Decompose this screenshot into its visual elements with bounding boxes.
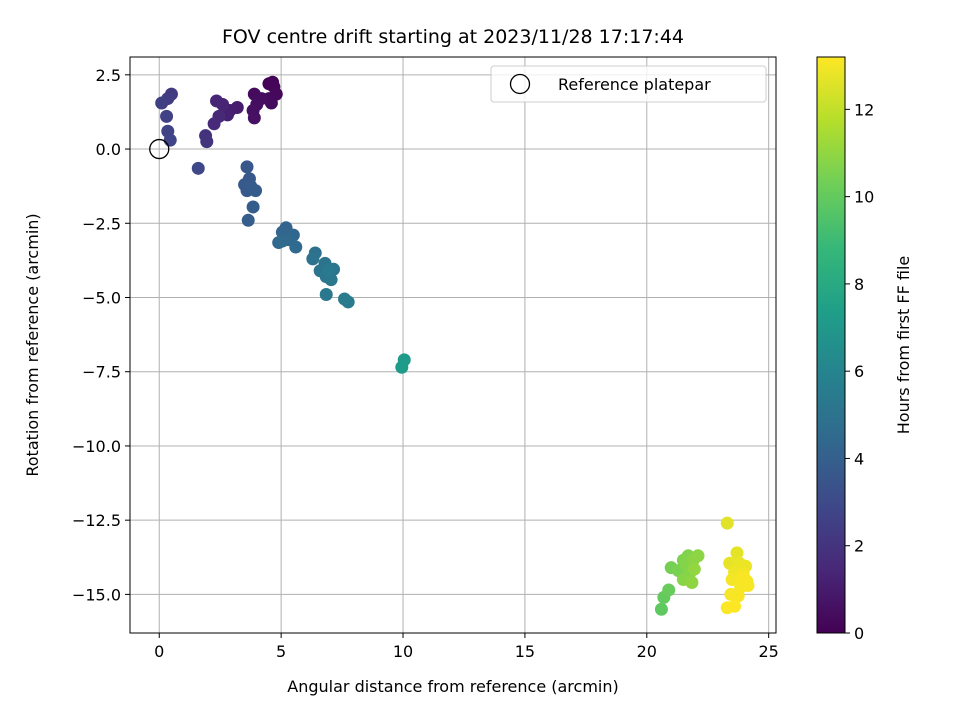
x-tick-label: 15: [515, 642, 535, 661]
x-tick-label: 10: [393, 642, 413, 661]
data-point: [654, 602, 668, 616]
colorbar: [816, 56, 846, 634]
data-point: [200, 135, 214, 149]
y-tick-label: −10.0: [72, 437, 121, 456]
x-tick-label: 5: [276, 642, 286, 661]
colorbar-tick-label: 12: [854, 100, 874, 119]
data-point: [289, 240, 303, 254]
legend: Reference platepar: [490, 65, 767, 103]
y-axis-ticks: 2.5 0.0 −2.5 −5.0 −7.5 −10.0 −12.5 −15.0: [72, 66, 130, 604]
data-point: [247, 111, 261, 125]
data-point: [191, 161, 205, 175]
data-point: [662, 583, 676, 597]
data-point: [341, 295, 355, 309]
data-point: [155, 96, 169, 110]
data-point: [720, 516, 734, 530]
data-point: [306, 252, 320, 266]
x-tick-label: 20: [637, 642, 657, 661]
colorbar-tick-label: 8: [854, 275, 864, 294]
colorbar-tick-label: 10: [854, 188, 874, 207]
data-point: [207, 117, 221, 131]
y-tick-label: −7.5: [82, 363, 121, 382]
data-point: [163, 133, 177, 147]
legend-box: [490, 65, 767, 103]
data-point: [210, 94, 224, 108]
data-point: [160, 109, 174, 123]
data-point: [319, 288, 333, 302]
y-tick-label: −15.0: [72, 585, 121, 604]
data-point: [736, 570, 750, 584]
y-tick-label: 0.0: [96, 140, 121, 159]
reference-platepar-marker: [149, 138, 170, 160]
data-point: [322, 264, 336, 278]
chart-title: FOV centre drift starting at 2023/11/28 …: [222, 26, 684, 48]
grid-lines: [130, 57, 776, 633]
reference-marker: [149, 138, 170, 160]
colorbar-ticks: 0 2 4 6 8 10 12: [845, 100, 874, 643]
x-tick-label: 0: [154, 642, 164, 661]
colorbar-tick-label: 4: [854, 449, 864, 468]
scatter-points: [155, 75, 755, 616]
data-point: [687, 562, 701, 576]
colorbar-label: Hours from first FF file: [894, 256, 913, 435]
data-point: [249, 184, 263, 198]
data-point: [725, 573, 739, 587]
data-point: [246, 200, 260, 214]
data-point: [691, 549, 705, 563]
x-tick-label: 25: [759, 642, 779, 661]
x-axis-label: Angular distance from reference (arcmin): [287, 677, 618, 696]
data-point: [395, 360, 409, 374]
data-point: [275, 234, 289, 248]
y-axis-label: Rotation from reference (arcmin): [23, 213, 42, 476]
x-axis-ticks: 0 5 10 15 20 25: [154, 633, 779, 661]
data-point: [685, 576, 699, 590]
data-point: [264, 96, 278, 110]
colorbar-tick-label: 0: [854, 624, 864, 643]
data-point: [728, 599, 742, 613]
y-tick-label: −2.5: [82, 214, 121, 233]
y-tick-label: −12.5: [72, 511, 121, 530]
y-tick-label: −5.0: [82, 288, 121, 307]
legend-reference-marker: [509, 73, 531, 95]
legend-label-reference: Reference platepar: [558, 75, 711, 94]
colorbar-tick-label: 6: [854, 362, 864, 381]
data-point: [730, 546, 744, 560]
data-point: [240, 160, 254, 174]
colorbar-tick-label: 2: [854, 537, 864, 556]
plot-frame: [129, 56, 777, 634]
y-tick-label: 2.5: [96, 66, 121, 85]
data-point: [731, 589, 745, 603]
data-point: [241, 213, 255, 227]
